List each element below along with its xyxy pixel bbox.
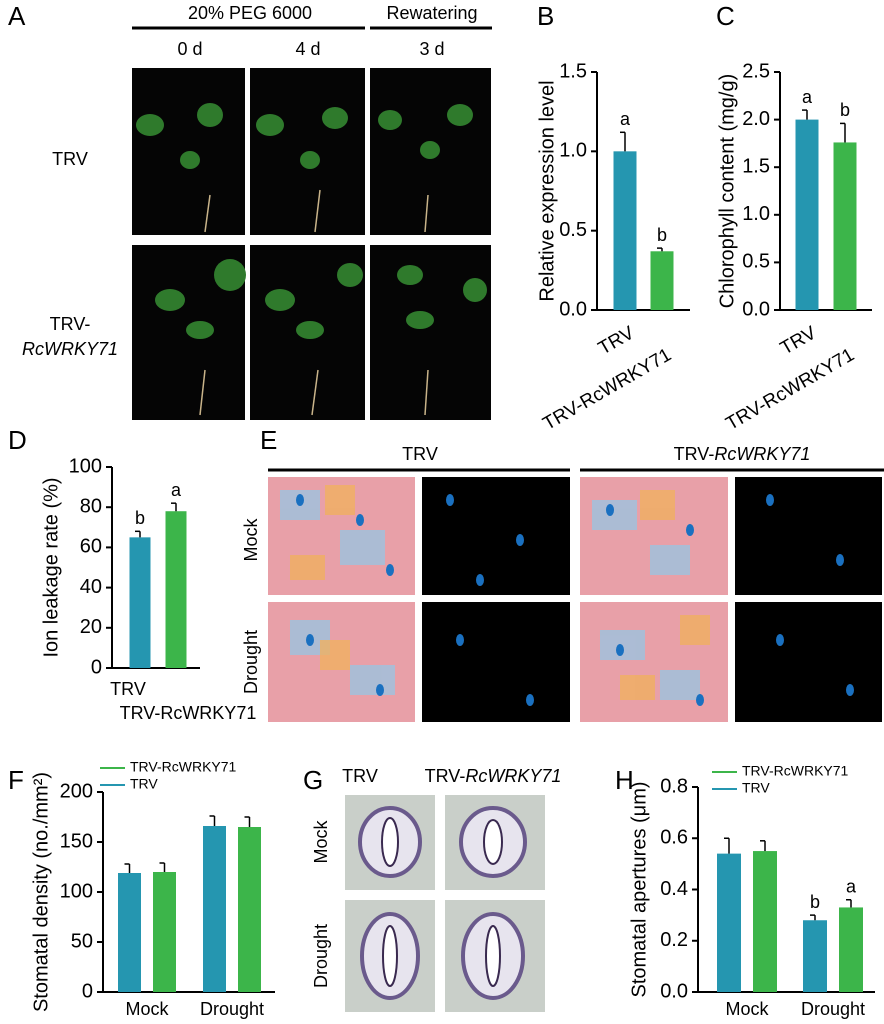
significance-label: b (657, 225, 667, 245)
bar (203, 826, 226, 992)
bar (129, 537, 151, 668)
y-axis-label: Chlorophyll content (mg/g) (716, 74, 738, 309)
x-tick-label: Mock (125, 999, 169, 1019)
label-part: RcWRKY71 (465, 766, 561, 786)
y-tick-label: 0.2 (660, 929, 688, 951)
significance-label: a (171, 480, 182, 500)
bar (839, 907, 863, 992)
column-label: TRV (342, 766, 378, 786)
bar (153, 872, 176, 992)
column-label: TRV (402, 444, 438, 464)
y-tick-label: 0.0 (742, 298, 770, 320)
y-tick-label: 0.8 (660, 775, 688, 797)
significance-label: a (620, 109, 631, 129)
y-axis-label: Stomatal apertures (μm) (628, 781, 650, 997)
y-axis-label: Stomatal density (no./mm²) (30, 772, 52, 1012)
panel-letter: D (8, 425, 27, 455)
plant-photos (132, 68, 491, 420)
y-tick-label: 50 (71, 930, 93, 952)
row-label: RcWRKY71 (22, 339, 118, 359)
y-tick-label: 200 (60, 780, 93, 802)
bar (238, 827, 261, 992)
y-tick-label: 0.5 (559, 219, 587, 241)
y-tick-label: 0.4 (660, 878, 688, 900)
bar (118, 873, 141, 992)
x-tick-label: TRV (110, 679, 146, 699)
column-label: 0 d (177, 39, 202, 59)
y-axis-label: Relative expression level (536, 80, 558, 301)
y-tick-label: 100 (60, 880, 93, 902)
y-tick-label: 2.5 (742, 60, 770, 82)
x-tick-label: TRV-RcWRKY71 (723, 344, 858, 434)
bar (833, 142, 857, 310)
y-tick-label: 0 (91, 656, 102, 678)
significance-label: b (810, 892, 820, 912)
y-tick-label: 1.5 (742, 155, 770, 177)
legend-label: TRV (742, 780, 770, 796)
y-tick-label: 150 (60, 830, 93, 852)
panel-letter: F (8, 765, 24, 795)
bar (753, 851, 777, 992)
y-tick-label: 0.0 (559, 298, 587, 320)
row-label: Drought (311, 924, 331, 988)
bar (717, 853, 741, 992)
significance-label: b (840, 100, 850, 120)
panel-letter: C (716, 1, 735, 31)
column-label: 3 d (419, 39, 444, 59)
x-tick-label: Drought (801, 999, 865, 1019)
significance-label: b (135, 508, 145, 528)
panel-letter: A (8, 1, 26, 31)
legend-label: TRV-RcWRKY71 (130, 759, 237, 775)
row-label: Mock (311, 820, 331, 864)
label-part: TRV- (674, 444, 715, 464)
panel-letter: G (303, 765, 323, 795)
stomata-images (345, 795, 545, 1012)
y-tick-label: 2.0 (742, 108, 770, 130)
row-label: Drought (241, 630, 261, 694)
y-tick-label: 0.6 (660, 827, 688, 849)
row-label: TRV (52, 149, 88, 169)
bar (795, 119, 819, 310)
y-tick-label: 1.5 (559, 60, 587, 82)
legend-label: TRV (130, 776, 158, 792)
y-tick-label: 40 (80, 576, 102, 598)
row-label: TRV- (50, 314, 91, 334)
column-label: TRV-RcWRKY71 (425, 766, 562, 786)
label-part: TRV- (425, 766, 466, 786)
significance-label: a (802, 87, 813, 107)
x-tick-label: TRV (595, 322, 638, 359)
y-tick-label: 80 (80, 495, 102, 517)
legend-label: TRV-RcWRKY71 (742, 763, 849, 779)
y-axis-label: Ion leakage rate (%) (40, 477, 62, 657)
panel-letter: E (260, 425, 277, 455)
bar (650, 251, 674, 310)
y-tick-label: 60 (80, 536, 102, 558)
bar (165, 511, 187, 668)
panel-letter: H (615, 765, 634, 795)
x-tick-label: TRV-RcWRKY71 (120, 703, 257, 723)
epidermis-images (268, 477, 882, 722)
x-tick-label: Mock (725, 999, 769, 1019)
y-tick-label: 1.0 (559, 140, 587, 162)
x-tick-label: TRV (777, 322, 820, 359)
y-tick-label: 0.0 (660, 980, 688, 1002)
significance-label: a (846, 877, 857, 897)
label-part: RcWRKY71 (714, 444, 810, 464)
bar (613, 151, 637, 310)
header-lines (132, 26, 884, 472)
column-label: TRV-RcWRKY71 (674, 444, 811, 464)
header: 20% PEG 6000 (188, 3, 312, 23)
column-label: 4 d (295, 39, 320, 59)
bar (803, 920, 827, 992)
y-tick-label: 20 (80, 616, 102, 638)
panel-letter: B (537, 1, 554, 31)
header: Rewatering (386, 3, 477, 23)
y-tick-label: 1.0 (742, 203, 770, 225)
row-label: Mock (241, 518, 261, 562)
y-tick-label: 100 (69, 455, 102, 477)
y-tick-label: 0.5 (742, 251, 770, 273)
x-tick-label: Drought (200, 999, 264, 1019)
y-tick-label: 0 (82, 980, 93, 1002)
